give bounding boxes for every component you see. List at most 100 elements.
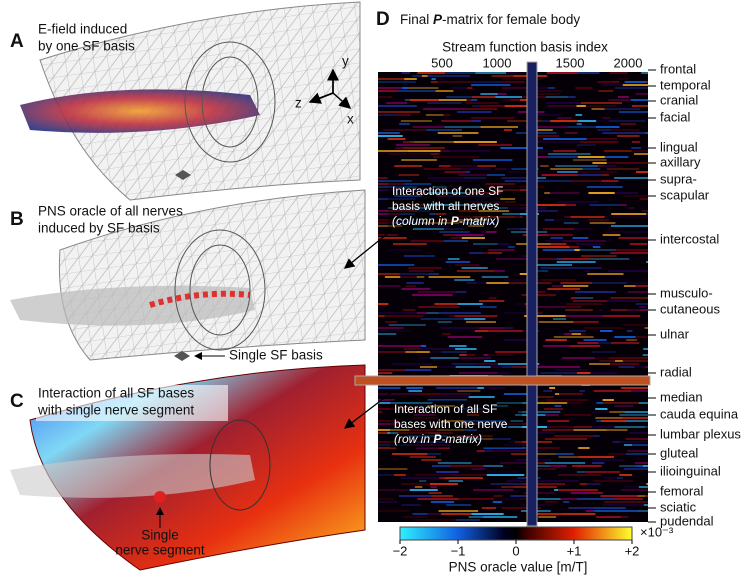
- heatmap-cell: [502, 213, 540, 215]
- heatmap-cell: [610, 129, 640, 131]
- heatmap-cell: [394, 165, 423, 167]
- heatmap-cell: [495, 204, 534, 206]
- heatmap-cell: [401, 72, 411, 74]
- heatmap-cell: [576, 105, 586, 107]
- heatmap-cell: [592, 480, 634, 482]
- heatmap-cell: [543, 345, 570, 347]
- heatmap-cell: [537, 129, 553, 131]
- heatmap-cell: [483, 465, 504, 467]
- body-model: [20, 89, 260, 133]
- heatmap-cell: [477, 165, 497, 167]
- heatmap-cell: [378, 183, 404, 185]
- heatmap-cell: [560, 282, 593, 284]
- callout: nerve segment: [115, 543, 205, 558]
- heatmap-cell: [427, 453, 441, 455]
- heatmap-cell: [534, 246, 570, 248]
- heatmap-cell: [620, 516, 629, 518]
- heatmap-cell: [587, 273, 624, 275]
- heatmap-cell: [530, 87, 548, 89]
- heatmap-cell: [610, 297, 648, 299]
- heatmap-cell: [437, 132, 479, 134]
- heatmap-cell: [493, 495, 503, 497]
- heatmap-cell: [565, 309, 593, 311]
- heatmap-cell: [378, 351, 406, 353]
- heatmap-cell: [604, 150, 632, 152]
- heatmap-cell: [502, 99, 511, 101]
- heatmap-cell: [561, 513, 596, 515]
- annotation-part: P: [433, 432, 442, 446]
- heatmap-cell: [639, 198, 648, 200]
- heatmap-cell: [497, 93, 507, 95]
- heatmap-cell: [529, 396, 554, 398]
- heatmap-cell: [385, 321, 398, 323]
- heatmap-cell: [472, 159, 513, 161]
- heatmap-cell: [565, 315, 603, 317]
- heatmap-cell: [558, 474, 601, 476]
- colorbar-tick-label: +2: [625, 543, 640, 558]
- heatmap-cell: [497, 243, 509, 245]
- heatmap-cell: [431, 78, 436, 80]
- sf-basis: [174, 351, 190, 361]
- annotation: Interaction of one SF: [392, 184, 503, 198]
- heatmap-cell: [402, 309, 416, 311]
- heatmap-cell: [569, 330, 586, 332]
- heatmap-cell: [408, 270, 434, 272]
- heatmap-cell: [437, 429, 465, 431]
- heatmap-cell: [404, 369, 432, 371]
- heatmap-cell: [480, 231, 487, 233]
- heatmap-cell: [384, 315, 424, 317]
- heatmap-cell: [578, 456, 614, 458]
- heatmap-cell: [597, 183, 617, 185]
- heatmap-cell: [447, 258, 460, 260]
- heatmap-cell: [378, 135, 403, 137]
- heatmap-cell: [617, 78, 629, 80]
- heatmap-cell: [602, 315, 641, 317]
- heatmap-cell: [441, 333, 451, 335]
- heatmap-cell: [592, 246, 601, 248]
- heatmap-cell: [496, 258, 540, 260]
- heatmap-cell: [602, 234, 621, 236]
- heatmap-cell: [568, 96, 576, 98]
- heatmap-cell: [591, 108, 605, 110]
- nerve-label: radial: [660, 364, 692, 379]
- heatmap-cell: [530, 465, 551, 467]
- heatmap-cell: [624, 81, 647, 83]
- colorbar-exponent: ×10⁻³: [640, 524, 674, 539]
- heatmap-cell: [466, 99, 472, 101]
- heatmap-cell: [416, 447, 439, 449]
- heatmap-cell: [400, 477, 440, 479]
- heatmap-cell: [378, 273, 400, 275]
- heatmap-cell: [458, 372, 497, 374]
- heatmap-cell: [378, 150, 408, 152]
- heatmap-cell: [488, 354, 515, 356]
- heatmap-cell: [459, 408, 491, 410]
- panel-a: A E-field induced by one SF basis y z x: [10, 1, 360, 201]
- heatmap-cell: [555, 465, 567, 467]
- heatmap-cell: [378, 186, 388, 188]
- heatmap-cell: [493, 405, 509, 407]
- heatmap-cell: [411, 294, 453, 296]
- heatmap-cell: [438, 99, 467, 101]
- heatmap-cell: [595, 417, 623, 419]
- heatmap-cell: [558, 489, 598, 491]
- heatmap-cell: [441, 120, 473, 122]
- annotation-part: (row in: [394, 432, 433, 446]
- heatmap-cell: [563, 222, 579, 224]
- heatmap-cell: [558, 333, 565, 335]
- heatmap-cell: [423, 108, 466, 110]
- heatmap-cell: [508, 441, 516, 443]
- heatmap-cell: [608, 120, 646, 122]
- heatmap-cell: [477, 363, 498, 365]
- heatmap-cell: [419, 393, 440, 395]
- heatmap-cell: [557, 117, 572, 119]
- heatmap-cell: [428, 276, 471, 278]
- sf-basis: [175, 170, 191, 180]
- heatmap-cell: [614, 192, 638, 194]
- heatmap-cell: [387, 207, 429, 209]
- heatmap-cell: [409, 456, 436, 458]
- heatmap-cell: [438, 165, 451, 167]
- heatmap-cell: [585, 510, 595, 512]
- nerve-label: gluteal: [660, 445, 698, 460]
- heatmap-cell: [378, 222, 394, 224]
- panel-letter: A: [10, 31, 24, 52]
